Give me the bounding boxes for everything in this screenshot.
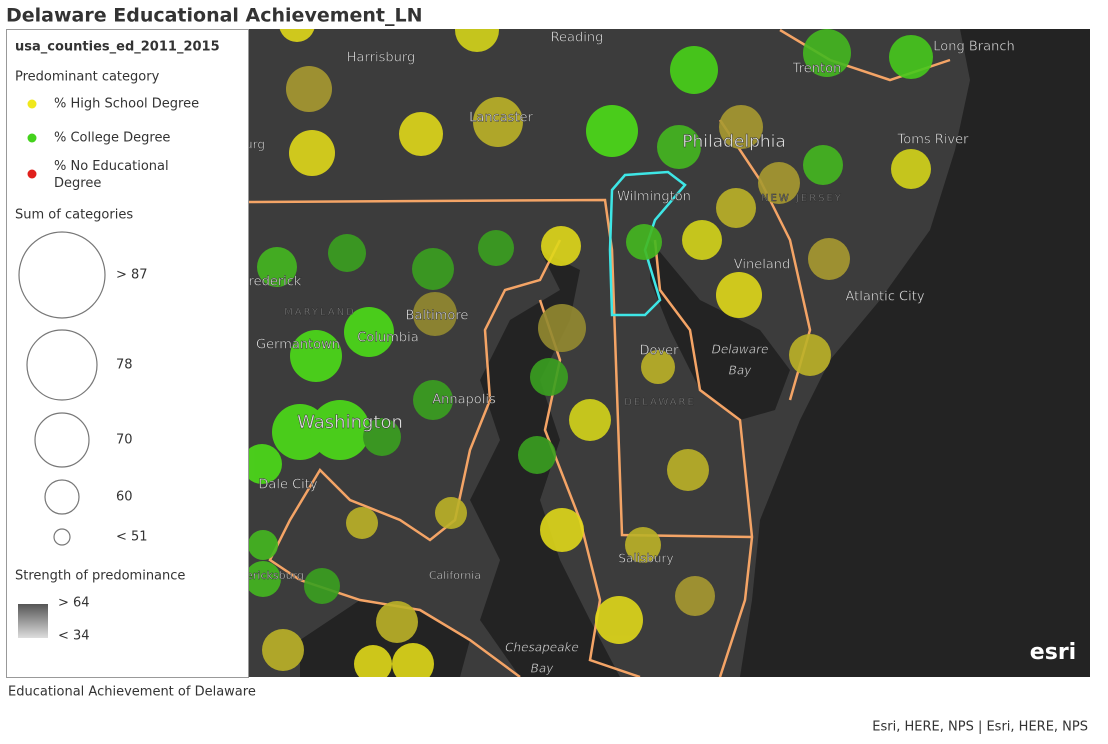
- size-label: 70: [116, 433, 133, 448]
- legend-heading: Predominant category: [15, 70, 160, 85]
- legend-label-line: % No Educational: [54, 159, 169, 174]
- place-label: DELAWARE: [624, 397, 696, 408]
- place-label: ericksburg: [246, 569, 304, 582]
- esri-logo: esri: [1030, 640, 1076, 665]
- place-label: MARYLAND: [284, 307, 356, 318]
- place-label: NEW JERSEY: [761, 193, 843, 204]
- legend-swatch: [27, 99, 37, 109]
- legend-layer: usa_counties_ed_2011_2015: [15, 40, 220, 55]
- place-label: Dover: [640, 344, 680, 359]
- attribution: Esri, HERE, NPS | Esri, HERE, NPS: [872, 720, 1088, 735]
- place-label: Lancaster: [469, 111, 533, 126]
- size-symbol: [53, 528, 71, 546]
- size-label: 78: [116, 358, 133, 373]
- map: Reading Harrisburg Long Branch Trenton Lanca…: [245, 29, 1090, 677]
- place-label: Germantown: [256, 338, 340, 353]
- legend-label: % High School Degree: [54, 97, 199, 112]
- legend-label: % College Degree: [54, 131, 170, 146]
- place-label: Columbia: [357, 331, 418, 346]
- size-symbol: [34, 412, 90, 468]
- caption: Educational Achievement of Delaware: [8, 685, 256, 700]
- place-label: Long Branch: [933, 40, 1014, 55]
- legend-heading: Sum of categories: [15, 208, 133, 223]
- place-label: urg: [245, 138, 265, 152]
- strength-label: > 64: [58, 596, 90, 611]
- place-label: Toms River: [897, 133, 970, 148]
- size-label: 60: [116, 490, 133, 505]
- place-label: rederick: [249, 275, 302, 290]
- county-symbols: [248, 29, 933, 677]
- place-label: Delaware: [712, 343, 769, 357]
- place-label: Philadelphia: [682, 132, 786, 152]
- size-symbol: [26, 329, 98, 401]
- size-symbol: [44, 479, 80, 515]
- legend-label-line: Degree: [54, 176, 101, 191]
- strength-swatch: [18, 604, 48, 638]
- place-label: Baltimore: [406, 309, 469, 324]
- place-label: Vineland: [734, 258, 791, 273]
- place-label: Annapolis: [432, 393, 496, 408]
- place-label: Wilmington: [617, 190, 691, 205]
- strength-label: < 34: [58, 629, 90, 644]
- place-label: Trenton: [792, 62, 842, 77]
- place-labels: Reading Harrisburg Long Branch Trenton Lanca…: [245, 30, 1015, 676]
- place-label: Washington: [297, 412, 403, 433]
- delaware-bay: [650, 240, 790, 420]
- place-label: California: [429, 569, 481, 582]
- map-title: Delaware Educational Achievement_LN: [6, 5, 423, 27]
- size-label: < 51: [116, 530, 148, 545]
- place-label: Bay: [531, 662, 555, 676]
- place-label: Dale City: [258, 478, 318, 493]
- place-label: Reading: [551, 31, 604, 46]
- legend: usa_counties_ed_2011_2015 Predominant ca…: [6, 29, 249, 678]
- legend-swatch: [27, 169, 37, 179]
- place-label: Chesapeake: [505, 641, 579, 655]
- legend-label: % No Educational Degree: [54, 159, 169, 191]
- place-label: Bay: [729, 364, 753, 378]
- place-label: Harrisburg: [347, 51, 415, 66]
- size-symbol: [18, 231, 106, 319]
- legend-swatch: [27, 133, 37, 143]
- ocean: [740, 29, 1090, 677]
- place-label: Salisbury: [618, 552, 673, 566]
- place-label: Atlantic City: [845, 290, 924, 305]
- size-label: > 87: [116, 268, 148, 283]
- legend-heading: Strength of predominance: [15, 569, 185, 584]
